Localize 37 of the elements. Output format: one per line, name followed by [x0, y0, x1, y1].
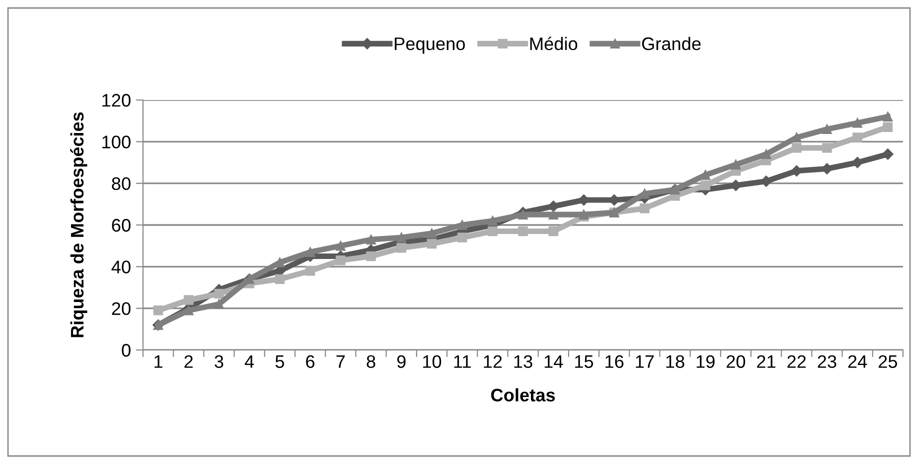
- x-tick-label: 17: [636, 355, 654, 368]
- x-tick-label: 24: [848, 355, 867, 368]
- legend-label: Pequeno: [394, 38, 465, 54]
- x-tick-label: 22: [787, 355, 806, 368]
- x-tick-label: 7: [336, 355, 345, 368]
- x-tick-label: 13: [514, 355, 532, 368]
- x-tick-label: 1: [154, 355, 162, 368]
- x-axis-title: Coletas: [491, 388, 555, 402]
- x-tick-label: 5: [276, 355, 284, 368]
- y-tick-label: 80: [112, 177, 130, 190]
- x-tick-label: 9: [397, 355, 406, 368]
- x-tick-label: 10: [423, 355, 442, 368]
- x-tick-label: 21: [757, 355, 776, 368]
- y-tick-label: 0: [122, 344, 130, 357]
- x-tick-label: 16: [606, 355, 624, 368]
- x-tick-label: 15: [575, 355, 594, 368]
- x-tick-label: 3: [214, 355, 224, 368]
- x-tick-label: 14: [544, 355, 563, 368]
- legend-label: Médio: [530, 36, 578, 50]
- x-tick-label: 4: [244, 355, 254, 368]
- y-tick-label: 20: [112, 302, 130, 316]
- x-tick-label: 6: [306, 355, 314, 368]
- y-axis-title: Riqueza de Morfoespécies: [70, 112, 88, 338]
- x-tick-label: 11: [454, 355, 471, 368]
- y-tick-label: 60: [112, 218, 130, 232]
- y-tick-label: 40: [112, 260, 130, 274]
- y-tick-label: 120: [102, 94, 130, 107]
- x-tick-label: 20: [726, 355, 746, 368]
- x-tick-label: 2: [184, 355, 193, 368]
- x-tick-label: 23: [818, 355, 836, 368]
- y-tick-label: 100: [102, 136, 130, 148]
- x-tick-label: 25: [878, 355, 898, 368]
- x-tick-label: 8: [366, 355, 376, 368]
- x-tick-label: 19: [696, 355, 715, 368]
- x-tick-label: 12: [484, 355, 502, 368]
- x-tick-label: 18: [666, 355, 684, 368]
- legend-label: Grande: [642, 36, 701, 50]
